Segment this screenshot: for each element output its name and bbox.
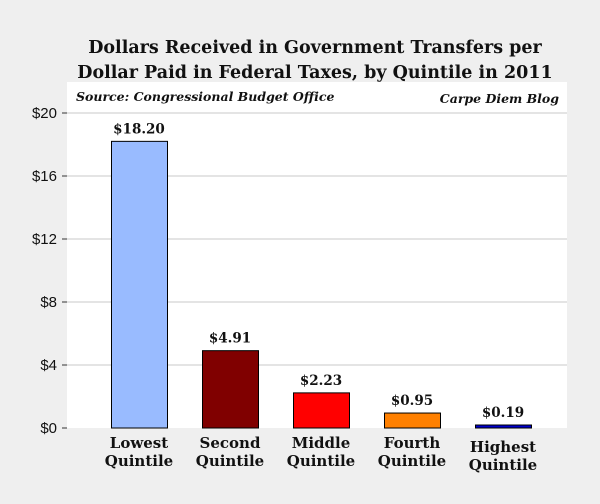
x-category-label: Quintile (287, 452, 355, 470)
x-category-label: Quintile (469, 456, 537, 474)
x-category-label: Second (200, 434, 261, 452)
x-category-label: Lowest (110, 434, 168, 452)
bar-highest (475, 424, 532, 429)
chart-title-line-1: Dollars Received in Government Transfers… (88, 38, 542, 58)
data-label: $0.19 (482, 405, 524, 421)
source-note: Source: Congressional Budget Office (76, 89, 334, 104)
bar-lowest (111, 140, 168, 429)
data-label: $4.91 (209, 331, 251, 347)
y-tick-label: $8 (40, 294, 57, 311)
x-category-label: Quintile (105, 452, 173, 470)
x-category-label: Fourth (384, 434, 441, 452)
y-tick-label: $4 (40, 357, 57, 374)
x-category-label: Quintile (196, 452, 264, 470)
data-label: $2.23 (300, 373, 342, 389)
x-category-label: Highest (470, 438, 536, 456)
y-tick-label: $20 (32, 105, 57, 122)
y-tick-label: $0 (40, 420, 57, 437)
bar-second (202, 350, 259, 429)
credit-note: Carpe Diem Blog (440, 91, 559, 106)
bar-middle (293, 392, 350, 429)
y-tick-label: $16 (32, 168, 57, 185)
x-category-label: Middle (292, 434, 351, 452)
data-label: $18.20 (113, 121, 165, 137)
y-tick-label: $12 (32, 231, 57, 248)
chart-title-line-2: Dollar Paid in Federal Taxes, by Quintil… (77, 63, 552, 83)
x-category-label: Quintile (378, 452, 446, 470)
bar-fourth (384, 412, 441, 429)
data-label: $0.95 (391, 393, 433, 409)
